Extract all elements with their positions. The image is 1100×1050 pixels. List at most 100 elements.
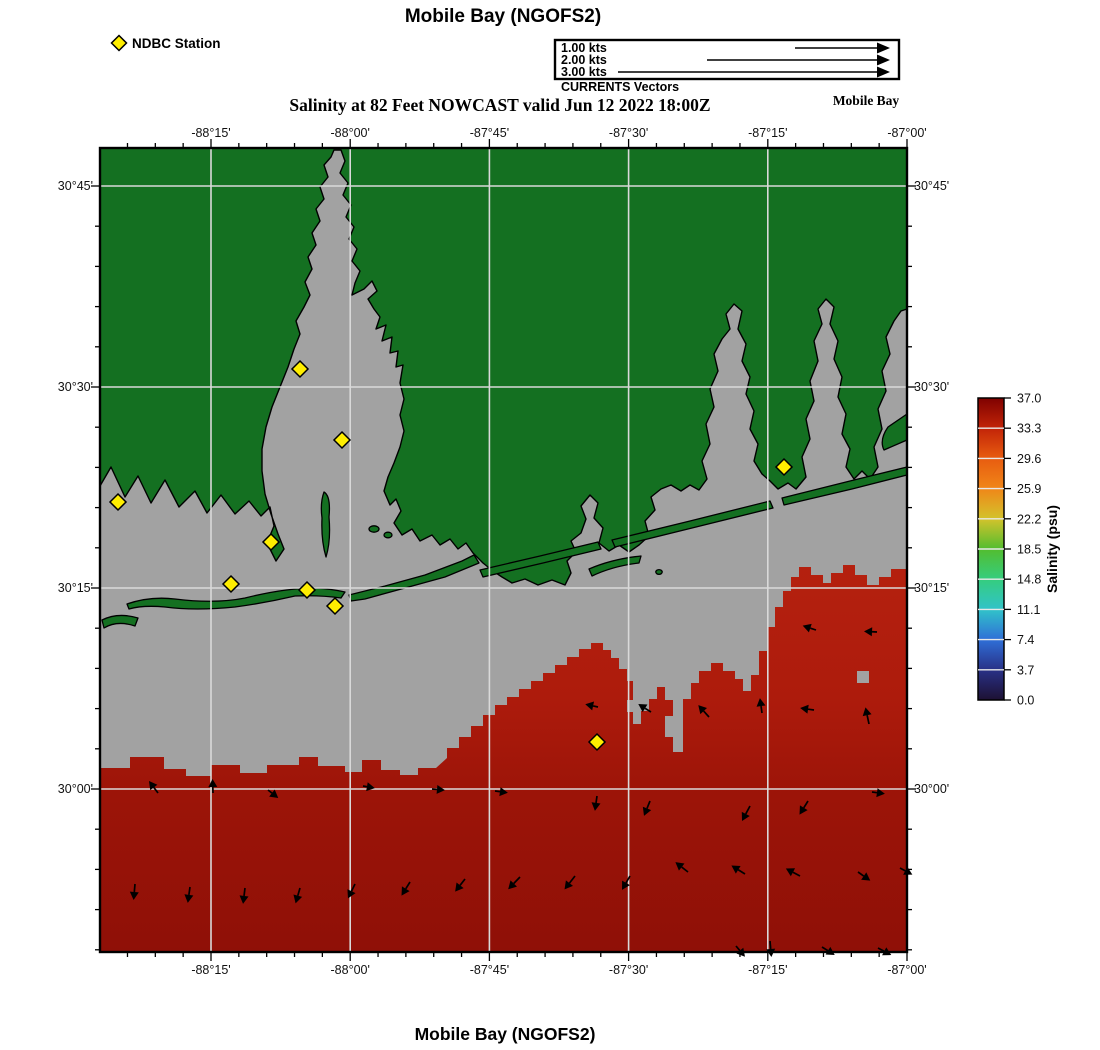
current-arrow-head [861,872,871,881]
ndbc-station-marker [221,574,241,594]
ndbc-legend: NDBC Station [110,34,221,52]
ndbc-station-marker [290,359,310,379]
x-axis-label-top: -88°15' [191,126,230,140]
colorbar: 37.0 33.3 29.6 25.9 22.2 18.5 14.8 11.1 7.4 3.7 0.… [977,392,1060,708]
current-arrow-head [756,698,766,707]
island [126,587,346,610]
current-arrow-tail [857,871,865,877]
axis-ticks [91,139,916,961]
ndbc-station-marker [325,596,345,616]
high-salinity-region [100,565,907,952]
current-arrow-head [800,704,809,714]
colorbar-tick-label: 11.1 [1017,603,1040,617]
current-arrow-tail [877,947,885,953]
current-arrow-tail [350,883,356,892]
current-arrow-tail [296,887,301,896]
ndbc-diamond-icon [110,34,128,52]
current-arrow-tail [133,883,136,893]
colorbar-tick-label: 29.6 [1017,452,1041,466]
ndbc-station-marker [108,492,128,512]
colorbar-tick-label: 22.2 [1017,512,1041,526]
island [368,525,380,533]
currents-legend-item-label: 1.00 kts [561,41,607,55]
current-arrow-tail [595,795,598,804]
current-arrow-head [347,889,356,899]
map-area: -88°15' -88°15' -88°00' -88°00' -87°45' -87°4… [58,126,949,977]
current-arrow-tail [592,705,599,708]
y-axis-label-right: 30°00' [914,782,949,796]
current-arrow-tail [646,800,651,809]
currents-legend-arrow-head [877,66,890,78]
current-arrow-tail [644,707,652,713]
current-arrow-head [293,894,303,904]
current-arrow-tail [899,867,906,872]
current-arrow-head [239,895,249,904]
island [479,541,602,578]
current-arrow-tail [267,789,273,794]
y-axis-label-right: 30°15' [914,581,949,595]
current-arrow-head [785,868,796,877]
current-arrow-head [622,880,630,890]
current-arrow-tail [703,710,710,718]
region-label: Mobile Bay [833,93,900,108]
x-axis-label-bottom: -87°30' [609,963,648,977]
current-arrow-head [741,811,750,822]
current-arrow-head [876,788,885,798]
current-arrow-head [436,784,445,794]
current-arrow-head [366,782,375,792]
current-arrow-head [564,880,574,890]
current-arrow-tail [681,866,689,873]
colorbar-ticks: 37.0 33.3 29.6 25.9 22.2 18.5 14.8 11.1 7.4 3.7 0.… [978,392,1041,708]
currents-legend-item-label: 2.00 kts [561,53,607,67]
colorbar-tick-label: 7.4 [1017,633,1034,647]
current-arrow-head [864,627,873,637]
island [101,614,139,629]
ndbc-station-marker [774,457,794,477]
x-axis-label-top: -87°45' [470,126,509,140]
current-arrow-tail [769,940,772,950]
x-axis-label-bottom: -88°15' [191,963,230,977]
current-arrow-tail [459,878,466,886]
current-arrow-head [129,891,139,900]
colorbar-tick-label: 25.9 [1017,482,1041,496]
island [881,413,908,451]
colorbar-tick-label: 0.0 [1017,694,1034,708]
current-arrow-head [499,787,508,797]
current-arrow-tail [188,886,191,896]
y-axis-label-right: 30°30' [914,380,949,394]
island [611,500,774,548]
x-axis-label-top: -87°00' [887,126,926,140]
current-arrow-tail [405,881,411,890]
current-arrow-head [401,886,410,896]
x-axis-label-bottom: -87°00' [887,963,926,977]
current-arrow-head [799,805,808,815]
current-arrow-head [675,862,685,871]
x-axis-label-top: -88°00' [331,126,370,140]
x-axis-label-top: -87°15' [748,126,787,140]
currents-legend-arrow-head [877,54,890,66]
current-arrow-tail [810,627,817,631]
x-axis-label-bottom: -87°45' [470,963,509,977]
current-arrow-head [642,806,652,816]
currents-legend-caption: CURRENTS Vectors [561,80,679,94]
current-arrow-tail [803,800,809,809]
current-arrow-tail [735,945,741,952]
current-arrow-head [508,880,517,890]
current-arrow-head [184,894,194,903]
currents-legend-arrow-head [877,42,890,54]
axis-labels: -88°15' -88°15' -88°00' -88°00' -87°45' -87°4… [58,126,949,977]
island [383,531,393,539]
current-arrow-tail [568,875,576,884]
current-arrow-tail [362,785,368,788]
ndbc-station-marker [297,580,317,600]
ndbc-legend-label: NDBC Station [132,36,221,51]
colorbar-tick-label: 37.0 [1017,392,1041,406]
map-frame [98,146,909,954]
y-axis-label-left: 30°00' [58,782,93,796]
ndbc-station-marker [332,430,352,450]
colorbar-title: Salinity (psu) [1044,505,1060,593]
current-arrow-head [731,865,741,874]
